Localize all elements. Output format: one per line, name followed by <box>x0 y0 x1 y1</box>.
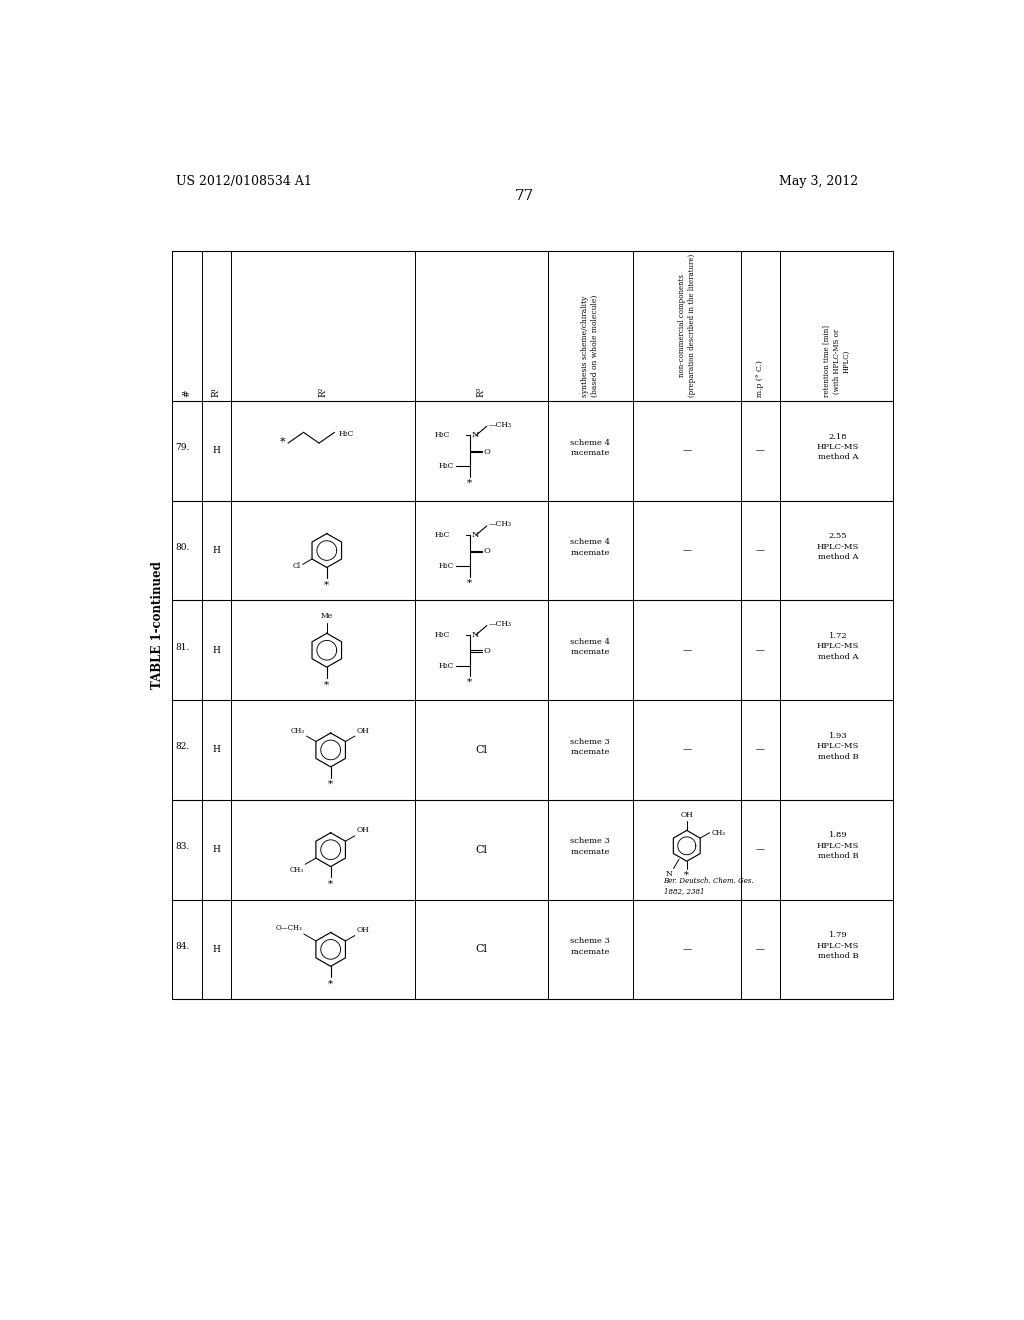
Text: OH: OH <box>356 726 369 734</box>
Text: H: H <box>212 945 220 954</box>
Text: N: N <box>471 432 478 440</box>
Text: TABLE 1-continued: TABLE 1-continued <box>151 561 164 689</box>
Text: *: * <box>328 979 333 989</box>
Text: 80.: 80. <box>175 543 189 552</box>
Text: scheme 3
racemate: scheme 3 racemate <box>570 837 610 855</box>
Text: Ber. Deutsch. Chem. Ges.
1882, 2381: Ber. Deutsch. Chem. Ges. 1882, 2381 <box>664 876 755 895</box>
Text: 1.93
HPLC-MS
method B: 1.93 HPLC-MS method B <box>817 731 859 760</box>
Text: 1.79
HPLC-MS
method B: 1.79 HPLC-MS method B <box>817 931 859 960</box>
Text: —: — <box>756 546 765 554</box>
Text: 82.: 82. <box>175 742 189 751</box>
Text: H: H <box>212 746 220 755</box>
Text: N: N <box>471 631 478 639</box>
Text: —: — <box>756 945 765 954</box>
Text: —CH₃: —CH₃ <box>488 520 511 528</box>
Text: H₃C: H₃C <box>435 432 451 440</box>
Text: O: O <box>483 548 490 556</box>
Text: *: * <box>325 581 330 590</box>
Text: —: — <box>682 446 691 455</box>
Text: *: * <box>328 879 333 888</box>
Text: m.p (° C.): m.p (° C.) <box>757 360 764 397</box>
Text: —: — <box>682 645 691 655</box>
Text: 79.: 79. <box>175 444 189 453</box>
Text: scheme 4
racemate: scheme 4 racemate <box>570 539 610 557</box>
Text: O: O <box>483 447 490 455</box>
Text: 77: 77 <box>515 189 535 203</box>
Text: H: H <box>212 645 220 655</box>
Text: Cl: Cl <box>475 744 487 755</box>
Text: synthesis scheme/chirality
(based on whole molecule): synthesis scheme/chirality (based on who… <box>582 294 599 397</box>
Text: Me: Me <box>321 612 333 620</box>
Text: scheme 4
racemate: scheme 4 racemate <box>570 638 610 656</box>
Text: *: * <box>281 437 286 446</box>
Text: 2.55
HPLC-MS
method A: 2.55 HPLC-MS method A <box>817 532 859 561</box>
Text: —CH₃: —CH₃ <box>488 620 511 628</box>
Text: scheme 3
racemate: scheme 3 racemate <box>570 937 610 956</box>
Text: —CH₃: —CH₃ <box>488 421 511 429</box>
Text: CH₃: CH₃ <box>711 829 725 837</box>
Text: H₃C: H₃C <box>338 430 353 438</box>
Text: scheme 3
racemate: scheme 3 racemate <box>570 738 610 756</box>
Text: Cl: Cl <box>475 944 487 954</box>
Text: H₃C: H₃C <box>439 562 455 570</box>
Text: May 3, 2012: May 3, 2012 <box>779 176 858 189</box>
Text: #: # <box>182 389 191 397</box>
Text: —: — <box>756 746 765 755</box>
Text: CH₃: CH₃ <box>291 726 305 734</box>
Text: OH: OH <box>356 826 369 834</box>
Text: US 2012/0108534 A1: US 2012/0108534 A1 <box>176 176 312 189</box>
Text: —: — <box>682 546 691 554</box>
Text: non-commercial components
(preparation described in the literature): non-commercial components (preparation d… <box>678 253 695 397</box>
Text: retention time [min]
(with HPLC-MS or
HPLC): retention time [min] (with HPLC-MS or HP… <box>822 325 850 397</box>
Text: 81.: 81. <box>175 643 189 652</box>
Text: O—CH₃: O—CH₃ <box>275 924 302 932</box>
Text: 83.: 83. <box>175 842 189 851</box>
Text: H: H <box>212 546 220 554</box>
Text: —: — <box>682 746 691 755</box>
Text: 2.18
HPLC-MS
method A: 2.18 HPLC-MS method A <box>817 433 859 462</box>
Text: O: O <box>483 647 490 655</box>
Text: *: * <box>467 479 472 487</box>
Text: Cl: Cl <box>475 845 487 854</box>
Text: OH: OH <box>680 810 693 818</box>
Text: *: * <box>328 780 333 789</box>
Text: 1.89
HPLC-MS
method B: 1.89 HPLC-MS method B <box>817 832 859 861</box>
Text: H: H <box>212 845 220 854</box>
Text: *: * <box>325 680 330 689</box>
Text: scheme 4
racemate: scheme 4 racemate <box>570 438 610 457</box>
Text: N: N <box>471 531 478 539</box>
Text: R²: R² <box>318 387 328 397</box>
Text: H₃C: H₃C <box>435 531 451 539</box>
Text: H₃C: H₃C <box>435 631 451 639</box>
Text: —: — <box>756 446 765 455</box>
Text: H₃C: H₃C <box>439 661 455 669</box>
Text: R³: R³ <box>477 387 486 397</box>
Text: 84.: 84. <box>175 941 189 950</box>
Text: *: * <box>467 578 472 587</box>
Text: 1.72
HPLC-MS
method A: 1.72 HPLC-MS method A <box>817 632 859 661</box>
Text: N: N <box>666 870 672 878</box>
Text: H₃C: H₃C <box>439 462 455 470</box>
Text: —: — <box>682 945 691 954</box>
Text: H: H <box>212 446 220 455</box>
Text: *: * <box>684 870 689 879</box>
Text: Cl: Cl <box>293 562 301 570</box>
Text: —: — <box>756 845 765 854</box>
Text: OH: OH <box>356 927 369 935</box>
Text: CH₃: CH₃ <box>290 866 303 874</box>
Text: R¹: R¹ <box>212 387 221 397</box>
Text: *: * <box>467 678 472 686</box>
Text: —: — <box>756 645 765 655</box>
